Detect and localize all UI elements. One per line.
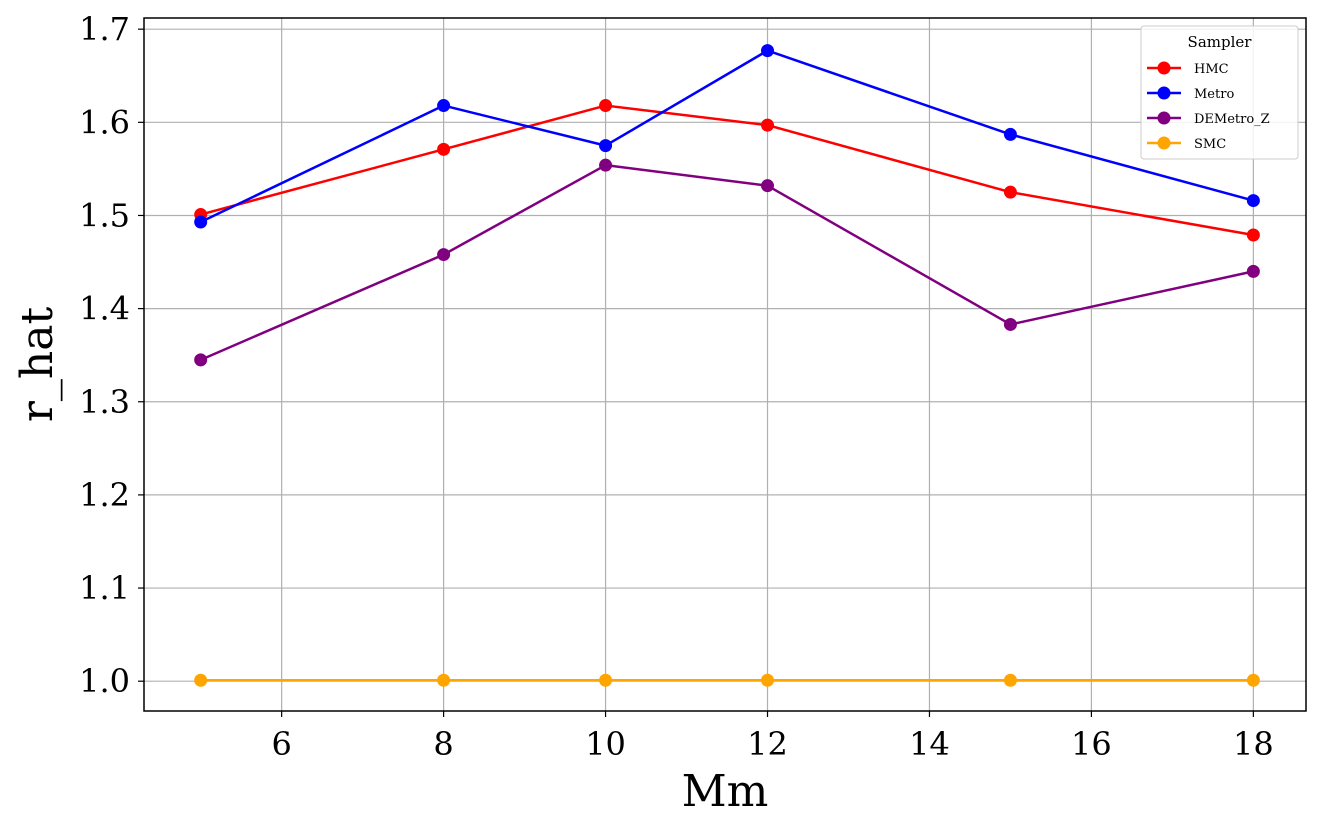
legend-item: SMC (1147, 136, 1226, 152)
data-point (761, 44, 775, 58)
y-tick-label: 1.3 (79, 383, 130, 421)
data-point (1003, 317, 1017, 331)
data-point (1003, 673, 1017, 687)
legend: Sampler HMC Metro DEMetro_Z SMC (1140, 25, 1299, 160)
x-tick-label: 14 (909, 725, 950, 763)
series-metro (194, 44, 1260, 229)
series-demetro-z (194, 158, 1260, 367)
data-point (761, 179, 775, 193)
y-tick-label: 1.1 (79, 569, 130, 607)
data-point (599, 99, 613, 113)
x-tick-label: 8 (433, 725, 453, 763)
data-point (761, 673, 775, 687)
legend-swatch-marker (1157, 61, 1171, 75)
legend-label: SMC (1194, 137, 1226, 152)
x-tick-label: 6 (271, 725, 291, 763)
x-tick-label: 18 (1233, 725, 1274, 763)
data-point (599, 139, 613, 153)
data-point (1003, 185, 1017, 199)
data-point (1246, 228, 1260, 242)
x-tick-label: 10 (585, 725, 626, 763)
y-tick-label: 1.2 (79, 476, 130, 514)
x-tick-label: 16 (1071, 725, 1112, 763)
y-tick-label: 1.7 (79, 10, 130, 48)
y-tick-label: 1.4 (79, 290, 130, 328)
data-point (437, 99, 451, 113)
legend-box (1140, 25, 1299, 160)
data-point (437, 142, 451, 156)
series-line (200, 49, 1254, 224)
x-axis-label: Mm (682, 766, 769, 817)
legend-item: DEMetro_Z (1147, 111, 1270, 127)
y-tick-label: 1.0 (79, 662, 130, 700)
data-point (1246, 194, 1260, 208)
legend-swatch-marker (1157, 111, 1171, 125)
data-point (599, 158, 613, 172)
legend-swatch-marker (1157, 136, 1171, 150)
data-point (437, 248, 451, 262)
series-line (200, 104, 1254, 237)
data-point (1246, 673, 1260, 687)
legend-label: Metro (1194, 87, 1234, 102)
legend-items: HMC Metro DEMetro_Z SMC (1147, 61, 1270, 152)
series-layer (194, 44, 1260, 687)
legend-label: DEMetro_Z (1194, 112, 1270, 127)
series-smc (194, 673, 1260, 687)
y-axis-label: r_hat (12, 307, 63, 423)
data-point (1246, 264, 1260, 278)
data-point (761, 118, 775, 132)
legend-item: HMC (1147, 61, 1229, 77)
data-point (599, 673, 613, 687)
x-tick-label: 12 (747, 725, 788, 763)
series-line (200, 163, 1254, 361)
plot-frame (143, 17, 1307, 712)
data-point (194, 215, 208, 229)
axis-ticks: 6 8 10 12 14 16 18 1.0 1.1 1.2 1.3 1.4 1.5 1.6 1.7 (79, 10, 1274, 763)
data-point (194, 353, 208, 367)
data-point (437, 673, 451, 687)
series-hmc (194, 99, 1260, 242)
data-point (1003, 127, 1017, 141)
data-point (194, 673, 208, 687)
y-tick-label: 1.6 (79, 103, 130, 141)
legend-label: HMC (1194, 62, 1229, 77)
y-tick-label: 1.5 (79, 196, 130, 234)
legend-title: Sampler (1188, 33, 1253, 51)
legend-item: Metro (1147, 86, 1234, 102)
legend-swatch-marker (1157, 86, 1171, 100)
grid (144, 18, 1306, 711)
